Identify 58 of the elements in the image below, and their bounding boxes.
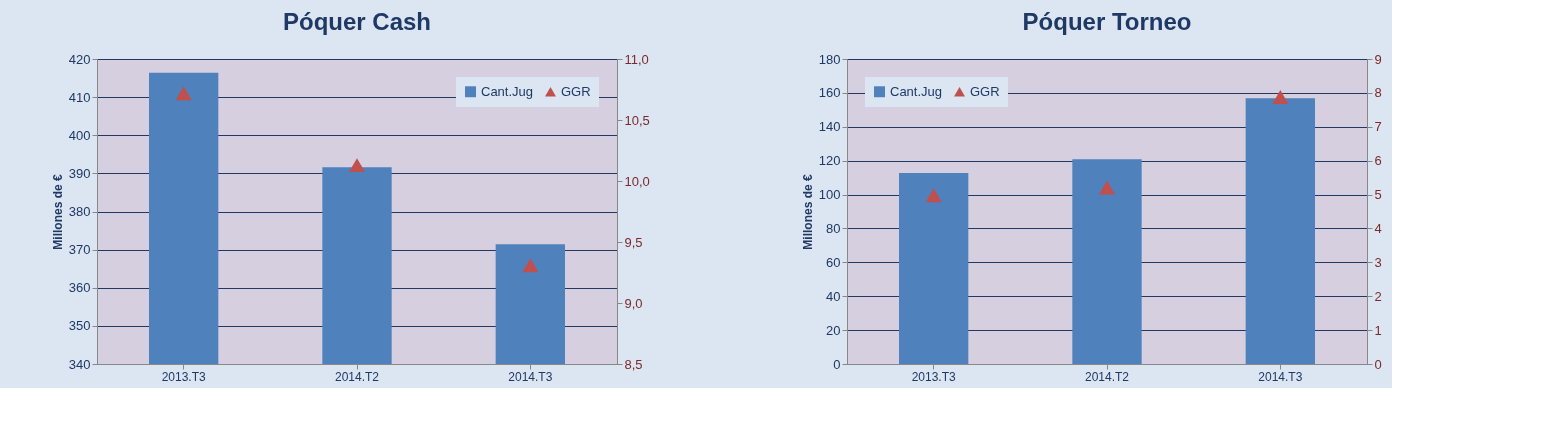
y-tick-label: 180 [818, 51, 841, 67]
x-tick-label: 2014.T2 [334, 369, 380, 384]
y-tick-label: 400 [68, 127, 91, 143]
y-tick-label: 0 [833, 356, 841, 372]
y2-tick-label: 2 [1374, 288, 1382, 304]
y-tick-label: 20 [826, 322, 841, 338]
y-tick-label: 40 [826, 288, 841, 304]
y-tick-label: 60 [826, 254, 841, 270]
legend-label: Cant.Jug [890, 83, 943, 99]
x-tick-label: 2013.T3 [911, 369, 956, 384]
y-tick-label: 80 [826, 220, 841, 236]
y2-tick-label: 10,5 [624, 112, 650, 128]
y2-tick-label: 1 [1374, 322, 1382, 338]
bar [899, 173, 969, 364]
y2-tick-label: 5 [1374, 187, 1382, 203]
y-tick-label: 100 [818, 187, 841, 203]
y-axis-title: Millones de € [50, 174, 65, 250]
y2-tick-label: 0 [1374, 356, 1382, 372]
y-tick-label: 360 [68, 280, 91, 296]
chart-title: Póquer Torneo [1022, 8, 1192, 35]
legend-label: GGR [561, 83, 591, 99]
point [175, 86, 192, 101]
y-tick-label: 390 [68, 165, 91, 181]
x-tick-label: 2014.T3 [508, 369, 553, 384]
y2-tick-label: 9,0 [624, 295, 643, 311]
y-tick-label: 340 [68, 356, 91, 372]
legend-label: Cant.Jug [481, 83, 534, 99]
y2-tick-label: 7 [1374, 119, 1382, 135]
x-tick-label: 2013.T3 [161, 369, 206, 384]
point [925, 188, 942, 203]
chart-title: Póquer Cash [282, 8, 432, 35]
y-tick-label: 120 [818, 153, 841, 169]
x-tick-label: 2014.T2 [1084, 369, 1130, 384]
y2-tick-label: 9 [1374, 51, 1382, 67]
y2-tick-label: 3 [1374, 254, 1382, 270]
x-tick-label: 2014.T3 [1258, 369, 1303, 384]
y2-tick-label: 8,5 [624, 356, 643, 372]
bar [1245, 98, 1315, 364]
point [348, 158, 366, 173]
y-tick-label: 370 [68, 242, 91, 258]
y2-tick-label: 11,0 [624, 51, 649, 67]
y-tick-label: 160 [818, 85, 841, 101]
y2-tick-label: 9,5 [624, 234, 643, 250]
y2-tick-label: 4 [1374, 220, 1382, 236]
y-tick-label: 420 [68, 51, 91, 67]
y2-tick-label: 10,0 [624, 173, 650, 189]
point [522, 258, 539, 273]
point [1272, 89, 1289, 104]
point [1098, 180, 1116, 195]
y2-tick-label: 8 [1374, 85, 1382, 101]
bar [1072, 159, 1142, 364]
legend-label: GGR [970, 83, 1000, 99]
y2-tick-label: 6 [1374, 153, 1382, 169]
y-axis-title: Millones de € [800, 174, 815, 250]
y-tick-label: 140 [818, 119, 841, 135]
y-tick-label: 380 [68, 204, 91, 219]
y-tick-label: 350 [68, 318, 91, 334]
y-tick-label: 410 [68, 89, 91, 105]
